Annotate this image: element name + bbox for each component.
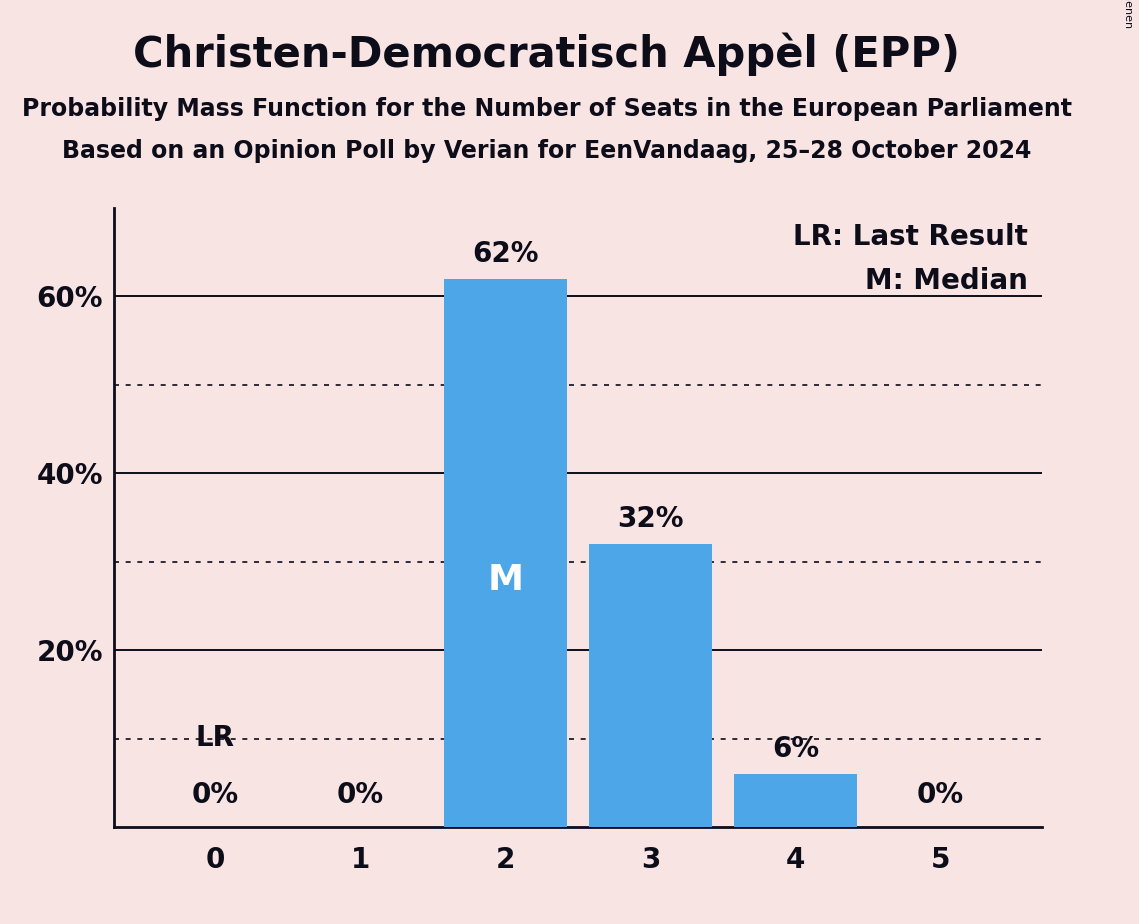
Text: 6%: 6% (772, 736, 819, 763)
Bar (734, 774, 858, 827)
Bar (589, 544, 712, 827)
Text: Based on an Opinion Poll by Verian for EenVandaag, 25–28 October 2024: Based on an Opinion Poll by Verian for E… (62, 139, 1032, 163)
Bar (444, 279, 567, 827)
Text: 0%: 0% (337, 782, 384, 809)
Text: 0%: 0% (191, 782, 239, 809)
Text: Christen-Democratisch Appèl (EPP): Christen-Democratisch Appèl (EPP) (133, 32, 960, 76)
Text: © 2024 Filip van Laenen: © 2024 Filip van Laenen (1123, 0, 1133, 28)
Text: Probability Mass Function for the Number of Seats in the European Parliament: Probability Mass Function for the Number… (22, 97, 1072, 121)
Text: M: Median: M: Median (866, 267, 1029, 295)
Text: 32%: 32% (617, 505, 683, 533)
Text: LR: LR (196, 723, 235, 752)
Text: LR: Last Result: LR: Last Result (794, 224, 1029, 251)
Text: M: M (487, 564, 524, 597)
Text: 62%: 62% (473, 240, 539, 268)
Text: 0%: 0% (917, 782, 965, 809)
